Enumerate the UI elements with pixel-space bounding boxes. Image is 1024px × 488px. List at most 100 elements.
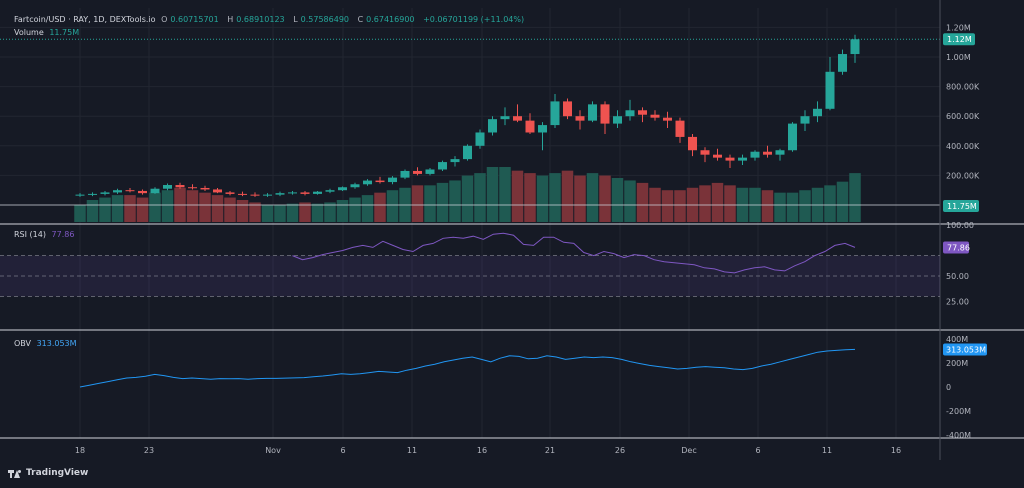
obv-tick-label: 400M xyxy=(946,335,968,344)
volume-bar xyxy=(311,203,324,222)
volume-bar xyxy=(611,178,624,222)
volume-label: Volume xyxy=(14,28,44,37)
volume-bar xyxy=(274,204,286,222)
x-tick-label: 18 xyxy=(75,446,85,455)
rsi-value-tag xyxy=(943,241,969,254)
volume-bar xyxy=(724,185,736,222)
volume-bar xyxy=(561,170,574,222)
volume-bar xyxy=(499,167,511,222)
volume-bar xyxy=(774,192,786,222)
rsi-label: RSI (14) xyxy=(14,230,46,239)
volume-legend: Volume 11.75M xyxy=(14,27,82,38)
candle-body xyxy=(825,71,835,109)
volume-bar xyxy=(799,190,811,222)
volume-bar xyxy=(436,182,449,222)
candle-body xyxy=(188,187,197,189)
candle-body xyxy=(75,194,85,196)
tradingview-icon xyxy=(8,469,22,478)
symbol-title: Fartcoin/USD · RAY, 1D, DEXTools.io xyxy=(14,15,156,24)
candle-body xyxy=(775,150,785,155)
volume-bar xyxy=(199,192,211,222)
volume-bar xyxy=(474,173,486,222)
candle-body xyxy=(750,151,760,158)
y-tick-label: 1.00M xyxy=(946,53,971,62)
obv-tag-label: 313.053M xyxy=(946,345,986,354)
x-tick-label: 11 xyxy=(822,446,832,455)
candle-body xyxy=(388,177,397,183)
candle-body xyxy=(375,180,385,183)
candle-body xyxy=(688,136,697,151)
candle-body xyxy=(88,193,97,195)
candle-body xyxy=(100,192,110,194)
volume-bar xyxy=(361,195,374,222)
candle-body xyxy=(725,157,735,161)
obv-tick-label: 0 xyxy=(946,383,951,392)
candle-body xyxy=(400,170,410,178)
candle-body xyxy=(225,192,235,194)
y-tick-label: 600.00K xyxy=(946,112,980,121)
volume-bar xyxy=(711,182,724,222)
candle-body xyxy=(113,190,122,193)
candle-body xyxy=(350,184,360,188)
candle-body xyxy=(338,187,347,191)
candle-body xyxy=(300,192,310,194)
x-tick-label: 6 xyxy=(755,446,760,455)
volume-bar xyxy=(486,167,499,222)
y-tick-label: 1.20M xyxy=(946,23,971,32)
volume-bar xyxy=(349,197,361,222)
x-tick-label: Dec xyxy=(681,446,696,455)
open-label: O xyxy=(161,15,168,24)
price-legend: Fartcoin/USD · RAY, 1D, DEXTools.io O 0.6… xyxy=(14,14,527,25)
volume-bar xyxy=(186,190,199,222)
x-tick-label: 21 xyxy=(545,446,555,455)
tradingview-logo[interactable]: TradingView xyxy=(8,468,88,478)
volume-bar xyxy=(261,204,274,222)
obv-value-tag xyxy=(943,343,987,356)
volume-bar xyxy=(824,185,836,222)
x-tick-label: 26 xyxy=(615,446,625,455)
candle-body xyxy=(525,120,535,133)
candle-body xyxy=(538,125,547,133)
volume-bar xyxy=(411,185,424,222)
x-tick-label: 23 xyxy=(144,446,154,455)
volume-bar xyxy=(99,197,111,222)
candle-body xyxy=(313,191,322,194)
candle-body xyxy=(613,116,622,124)
volume-bar xyxy=(786,192,799,222)
volume-bar xyxy=(636,182,649,222)
candle-body xyxy=(550,101,560,126)
candle-body xyxy=(838,54,847,72)
candle-body xyxy=(438,162,447,170)
candle-body xyxy=(363,180,372,185)
candle-body xyxy=(700,150,710,155)
rsi-line xyxy=(292,232,856,274)
candle-body xyxy=(413,170,422,174)
volume-bar xyxy=(524,173,536,222)
candle-body xyxy=(425,169,435,174)
volume-bar xyxy=(624,180,636,222)
high-label: H xyxy=(227,15,234,24)
candle-body xyxy=(738,157,747,161)
volume-bar xyxy=(211,195,224,222)
x-tick-label: 16 xyxy=(477,446,487,455)
rsi-tick-label: 100.00 xyxy=(946,221,974,230)
candle-body xyxy=(500,116,510,120)
last-price-label: 1.12M xyxy=(947,35,972,44)
volume-bar xyxy=(449,180,461,222)
candle-body xyxy=(250,194,260,196)
volume-value: 11.75M xyxy=(49,28,80,37)
obv-legend: OBV 313.053M xyxy=(14,338,80,349)
candle-body xyxy=(288,192,297,194)
volume-bar xyxy=(699,185,711,222)
volume-bar xyxy=(674,190,686,222)
volume-bar xyxy=(111,195,124,222)
candle-body xyxy=(650,114,660,118)
volume-bar xyxy=(136,197,149,222)
volume-value-tag xyxy=(943,200,979,212)
rsi-tick-label: 25.00 xyxy=(946,298,969,307)
candle-body xyxy=(325,190,335,192)
volume-bar xyxy=(374,192,386,222)
volume-bar xyxy=(599,175,611,222)
obv-line xyxy=(79,348,856,388)
